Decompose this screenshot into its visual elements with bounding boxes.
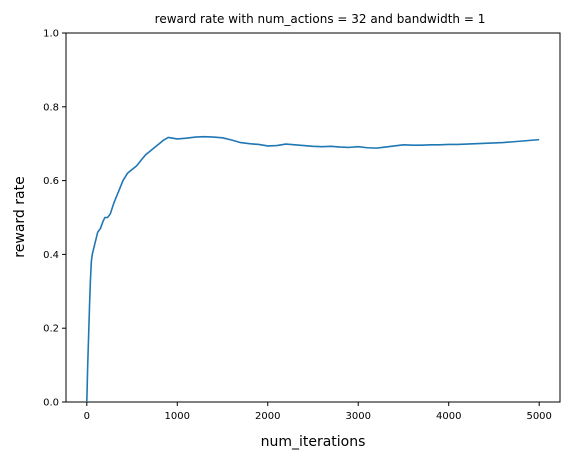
- x-tick-label: 0: [84, 411, 90, 422]
- x-tick-label: 3000: [346, 411, 371, 422]
- plot-area: 0 1000 2000 3000 4000 5000 0.0 0.2 0.4 0.6 0.8 1.0: [43, 29, 561, 422]
- y-axis-label: reward rate: [12, 176, 28, 257]
- y-tick-label: 0.2: [43, 324, 59, 335]
- y-tick-label: 1.0: [43, 29, 59, 40]
- y-tick-label: 0.6: [43, 176, 59, 187]
- y-axis: 0.0 0.2 0.4 0.6 0.8 1.0: [43, 29, 66, 409]
- y-tick-label: 0.8: [43, 102, 59, 113]
- chart-title: reward rate with num_actions = 32 and ba…: [155, 12, 486, 26]
- x-tick-label: 2000: [255, 411, 280, 422]
- series-line: [86, 135, 540, 403]
- x-tick-label: 5000: [526, 411, 551, 422]
- x-tick-label: 4000: [436, 411, 461, 422]
- y-tick-label: 0.4: [43, 250, 59, 261]
- y-tick-label: 0.0: [43, 398, 59, 409]
- x-axis-label: num_iterations: [261, 434, 366, 450]
- plot-frame: [65, 32, 561, 403]
- x-axis: 0 1000 2000 3000 4000 5000: [84, 402, 552, 422]
- x-tick-label: 1000: [165, 411, 190, 422]
